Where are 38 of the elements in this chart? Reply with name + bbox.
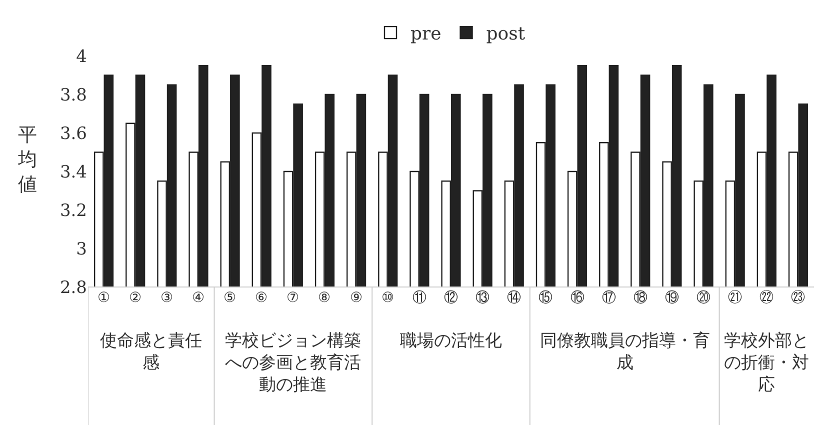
x-tick-label: ㉓ [791,290,806,306]
y-tick-label: 4 [76,46,87,67]
x-tick-label: ㉑ [728,290,742,306]
x-tick-label: ⑱ [633,290,648,306]
text: 職場の活性化 [400,331,502,351]
x-tick-label: ⑳ [696,290,711,306]
x-tick-label: ⑦ [286,290,300,306]
x-tick-label: ⑬ [476,290,490,306]
x-tick-label: ③ [160,290,174,306]
x-tick-label: ⑲ [664,290,679,306]
x-tick-label: ⑫ [444,290,458,306]
y-tick-label: 3.6 [60,124,87,144]
x-tick-label: ⑨ [350,290,363,306]
x-tick-label: ⑰ [602,290,616,306]
legend-label: pre [410,24,442,45]
x-tick-label: ⑤ [224,290,237,306]
legend-label: post [486,24,526,45]
x-tick-label: ⑧ [318,290,332,306]
y-tick-label: 3.2 [60,200,87,221]
text: 使命感と責任感 [100,331,202,374]
y-tick-label: 2.8 [60,278,87,298]
x-tick-label: ⑥ [255,290,268,306]
x-tick-label: ④ [192,290,205,306]
y-tick-label: 3.4 [60,162,87,182]
text: 学校外部との折衝・対応 [724,331,809,396]
y-tick-label: 3.8 [60,85,87,106]
x-tick-label: ⑮ [538,290,553,306]
x-tick-label: ⑪ [412,290,426,306]
text: 学校ビジョン構築への参画と教育活動の推進 [225,331,361,396]
y-tick-label: 3 [76,239,87,260]
x-tick-label: ㉒ [760,290,774,306]
text: 同僚教職員の指導・育成 [540,331,710,374]
y-axis-title: 平均値 [17,124,37,196]
x-tick-label: ⑩ [381,290,394,306]
x-tick-label: ② [128,290,142,306]
x-tick-label: ⑭ [507,290,522,306]
x-tick-label: ⑯ [570,290,584,306]
x-tick-label: ① [97,290,110,306]
